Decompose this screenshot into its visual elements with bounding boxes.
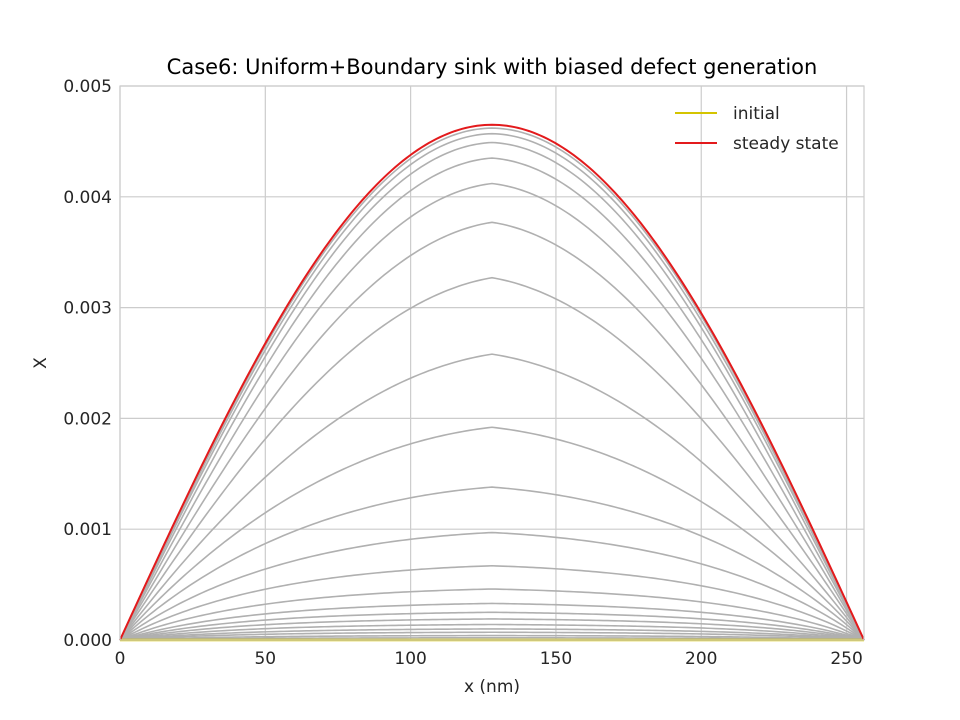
transient-line <box>119 531 865 641</box>
transient-line <box>119 631 865 641</box>
transient-line <box>119 157 865 641</box>
x-tick-label: 100 <box>394 649 426 669</box>
transient-line <box>119 564 865 641</box>
plot-frame <box>119 85 865 641</box>
transient-line <box>119 221 865 641</box>
transient-line <box>119 426 865 641</box>
legend: initial steady state <box>675 104 839 154</box>
transient-line <box>119 486 865 641</box>
transient-line <box>119 602 865 641</box>
transient-line <box>119 588 865 641</box>
y-axis-label: X <box>31 357 51 369</box>
chart-title: Case6: Uniform+Boundary sink with biased… <box>167 55 818 79</box>
x-axis-label: x (nm) <box>464 677 520 697</box>
legend-label-initial: initial <box>733 104 780 124</box>
x-tick-label: 150 <box>540 649 572 669</box>
transient-line <box>119 182 865 641</box>
y-tick-label: 0.005 <box>63 77 112 97</box>
transient-line <box>119 634 865 641</box>
transient-line <box>119 623 865 641</box>
y-tick-label: 0.000 <box>63 631 112 651</box>
transient-line <box>119 628 865 641</box>
legend-label-steady-state: steady state <box>733 134 839 154</box>
x-tick-label: 50 <box>254 649 276 669</box>
grid <box>119 85 864 641</box>
transient-line <box>119 276 865 641</box>
transient-line <box>119 127 865 641</box>
transient-line <box>119 611 865 641</box>
steady-state-line <box>119 123 865 641</box>
x-tick-label: 250 <box>830 649 862 669</box>
x-tick-label: 0 <box>115 649 126 669</box>
curves <box>119 123 865 642</box>
transient-line <box>119 636 865 641</box>
transient-line <box>119 353 865 641</box>
transient-line <box>119 132 865 641</box>
transient-line <box>119 618 865 641</box>
y-tick-label: 0.004 <box>63 188 112 208</box>
x-tick-label: 200 <box>685 649 717 669</box>
y-tick-label: 0.003 <box>63 299 112 319</box>
tick-labels: 0 50 100 150 200 250 0.000 0.001 0.002 0.003 0.004… <box>63 77 862 669</box>
transient-line <box>119 141 865 641</box>
y-tick-label: 0.002 <box>63 409 112 429</box>
y-tick-label: 0.001 <box>63 520 112 540</box>
